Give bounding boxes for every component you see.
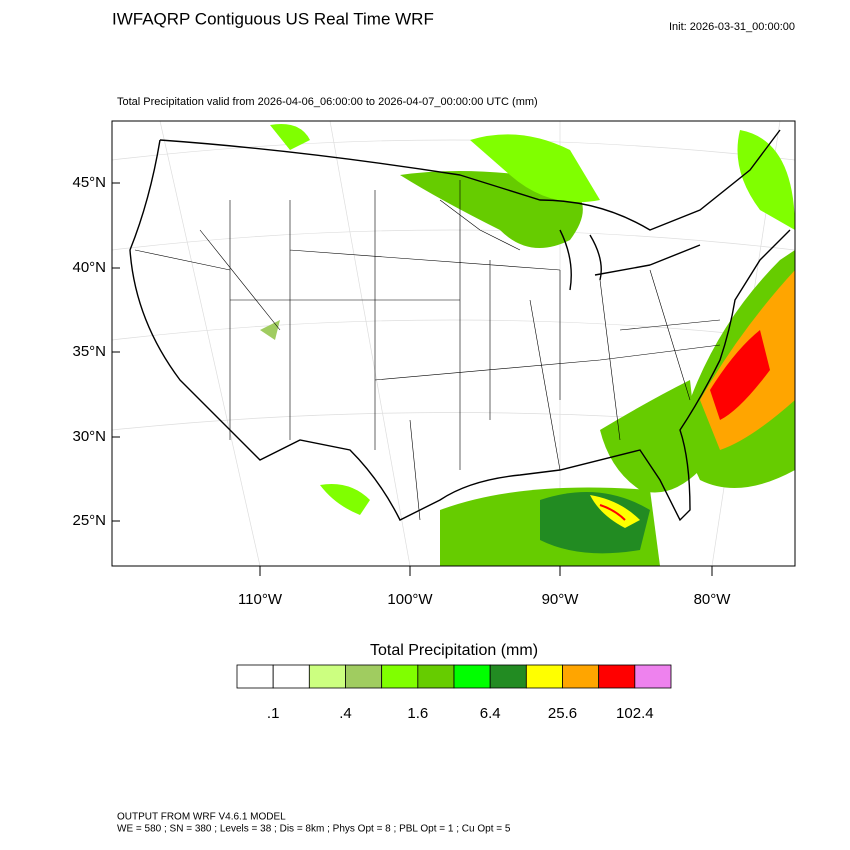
lat-label: 35°N — [72, 343, 106, 360]
legend-swatch — [634, 664, 672, 689]
legend-label: 1.6 — [407, 705, 428, 722]
lon-label: 80°W — [694, 591, 732, 608]
state-lines — [134, 180, 721, 521]
lon-label: 100°W — [387, 591, 433, 608]
init-time: Init: 2026-03-31_00:00:00 — [669, 21, 795, 33]
footer-line: WE = 580 ; SN = 380 ; Levels = 38 ; Dis … — [117, 824, 511, 835]
map-frame — [111, 120, 796, 567]
lon-label: 90°W — [542, 591, 580, 608]
legend-title: Total Precipitation (mm) — [370, 642, 538, 659]
map — [112, 121, 795, 566]
legend-swatch — [417, 664, 455, 689]
legend-swatch — [345, 664, 383, 689]
lat-label: 25°N — [72, 512, 106, 529]
lat-label: 30°N — [72, 428, 106, 445]
legend-label: 102.4 — [616, 705, 654, 722]
legend-swatch — [236, 664, 274, 689]
legend-swatch — [453, 664, 491, 689]
legend-label: .1 — [267, 705, 280, 722]
precipitation — [260, 124, 795, 566]
lat-label: 40°N — [72, 259, 106, 276]
legend-swatch — [381, 664, 419, 689]
legend-swatch — [272, 664, 310, 689]
legend-swatch — [598, 664, 636, 689]
legend-label: 25.6 — [548, 705, 577, 722]
subtitle: Total Precipitation valid from 2026-04-0… — [117, 96, 538, 108]
lon-label: 110°W — [238, 591, 283, 608]
footer-line: OUTPUT FROM WRF V4.6.1 MODEL — [117, 812, 286, 823]
legend-swatch — [525, 664, 563, 689]
coastlines — [129, 129, 791, 522]
legend-label: .4 — [339, 705, 352, 722]
legend-label: 6.4 — [480, 705, 501, 722]
lat-label: 45°N — [72, 174, 106, 191]
legend-swatch — [489, 664, 527, 689]
legend-swatch — [308, 664, 346, 689]
title: IWFAQRP Contiguous US Real Time WRF — [112, 9, 434, 28]
legend-swatch — [562, 664, 600, 689]
